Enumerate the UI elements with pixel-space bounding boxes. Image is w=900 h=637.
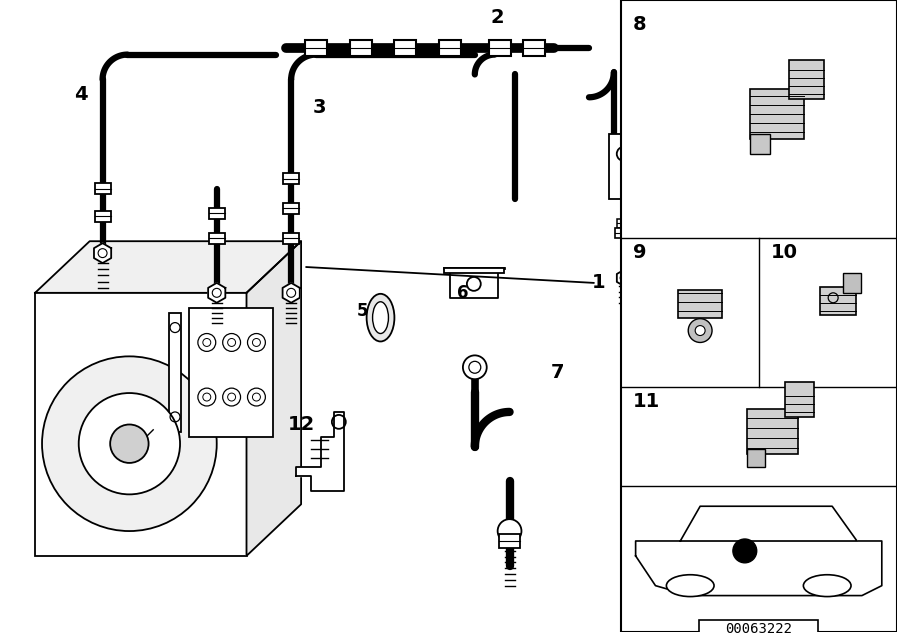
Circle shape xyxy=(222,334,240,352)
Ellipse shape xyxy=(373,302,389,334)
Text: 9: 9 xyxy=(633,243,646,262)
Bar xyxy=(209,208,225,219)
Circle shape xyxy=(248,334,266,352)
Bar xyxy=(617,219,630,228)
Polygon shape xyxy=(656,240,670,256)
Circle shape xyxy=(110,424,148,463)
Text: 5: 5 xyxy=(357,302,368,320)
Bar xyxy=(169,313,181,432)
Bar xyxy=(394,39,417,55)
Bar xyxy=(189,308,274,437)
Bar xyxy=(94,183,111,194)
Bar xyxy=(94,211,111,222)
Bar xyxy=(789,59,824,99)
Bar xyxy=(637,219,650,228)
Bar xyxy=(747,448,765,466)
Bar xyxy=(608,134,673,199)
Circle shape xyxy=(248,388,266,406)
Polygon shape xyxy=(208,283,225,303)
Circle shape xyxy=(498,519,521,543)
Bar xyxy=(750,134,770,154)
Text: 1: 1 xyxy=(592,273,606,292)
Text: 12: 12 xyxy=(287,415,315,434)
Circle shape xyxy=(198,334,216,352)
Circle shape xyxy=(222,388,240,406)
Bar xyxy=(284,173,299,184)
Circle shape xyxy=(463,355,487,379)
Bar xyxy=(843,273,861,293)
Text: 11: 11 xyxy=(633,392,660,411)
Bar xyxy=(489,39,510,55)
Bar xyxy=(209,233,225,244)
Bar xyxy=(657,219,670,228)
Text: 3: 3 xyxy=(312,97,326,117)
Text: 8: 8 xyxy=(633,15,646,34)
Bar xyxy=(699,620,818,637)
Circle shape xyxy=(733,539,757,563)
Bar xyxy=(785,382,814,417)
Polygon shape xyxy=(680,506,857,541)
Text: 4: 4 xyxy=(74,85,87,104)
Bar xyxy=(679,290,722,318)
Circle shape xyxy=(688,318,712,343)
Circle shape xyxy=(695,326,705,336)
Bar xyxy=(634,228,649,238)
Polygon shape xyxy=(616,270,631,286)
Polygon shape xyxy=(296,412,344,491)
Text: 10: 10 xyxy=(770,243,797,262)
Ellipse shape xyxy=(804,575,851,597)
Polygon shape xyxy=(662,306,674,320)
Bar xyxy=(669,154,689,183)
Polygon shape xyxy=(667,162,680,176)
Bar xyxy=(35,293,247,556)
Bar xyxy=(524,39,545,55)
Bar xyxy=(439,39,461,55)
Bar xyxy=(820,287,856,315)
Ellipse shape xyxy=(366,294,394,341)
Text: 2: 2 xyxy=(491,8,505,27)
Circle shape xyxy=(78,393,180,494)
Bar xyxy=(499,534,520,548)
Bar xyxy=(284,233,299,244)
Polygon shape xyxy=(94,243,112,263)
Bar xyxy=(750,89,805,139)
Polygon shape xyxy=(35,241,302,293)
Bar xyxy=(305,39,327,55)
Ellipse shape xyxy=(666,575,714,597)
Polygon shape xyxy=(283,283,300,303)
Bar xyxy=(444,268,504,273)
Polygon shape xyxy=(635,541,882,596)
Bar xyxy=(615,228,629,238)
Circle shape xyxy=(42,356,217,531)
Text: 6: 6 xyxy=(457,284,469,302)
Text: 7: 7 xyxy=(551,362,564,382)
Polygon shape xyxy=(247,241,302,556)
Bar xyxy=(284,203,299,214)
Bar xyxy=(350,39,372,55)
Bar xyxy=(621,0,896,633)
Text: 00063222: 00063222 xyxy=(725,622,792,636)
Circle shape xyxy=(198,388,216,406)
Polygon shape xyxy=(636,270,651,286)
Bar xyxy=(654,228,669,238)
Bar xyxy=(747,409,798,454)
